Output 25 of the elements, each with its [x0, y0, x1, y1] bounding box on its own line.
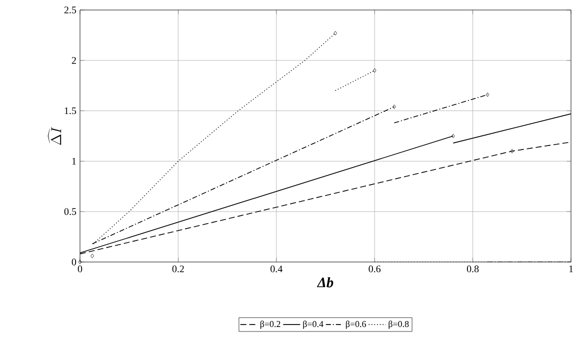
y-tick-label: 2: [72, 57, 76, 64]
x-tick-label: 0: [78, 266, 82, 272]
y-tick-label: 1.5: [64, 107, 76, 114]
point: [392, 104, 396, 109]
legend-label: β=0.2: [260, 320, 280, 329]
y-axis-title: $\widehat{\Delta I}$: [48, 126, 62, 145]
point: [451, 134, 455, 138]
x-tick-label: 0.8: [466, 266, 479, 272]
y-tick-label: 1: [72, 158, 76, 164]
y-tick-label: 0: [72, 258, 76, 266]
x-tick-label: 0.6: [368, 266, 381, 272]
x-axis-title: Δb: [316, 277, 334, 288]
y-tick-label: 2.5: [64, 6, 76, 14]
legend-label: β=0.4: [303, 320, 324, 329]
point: [334, 30, 338, 36]
point: [90, 254, 94, 258]
x-tick-label: 0.4: [270, 266, 282, 272]
point: [486, 92, 490, 97]
y-tick-label: 0.5: [64, 208, 76, 215]
legend-label: β=0.8: [388, 320, 409, 329]
x-tick-label: 0.2: [172, 266, 184, 272]
legend-label: β=0.6: [346, 320, 366, 329]
point: [372, 68, 376, 73]
x-tick-label: 1: [569, 266, 573, 272]
point: [510, 148, 514, 154]
